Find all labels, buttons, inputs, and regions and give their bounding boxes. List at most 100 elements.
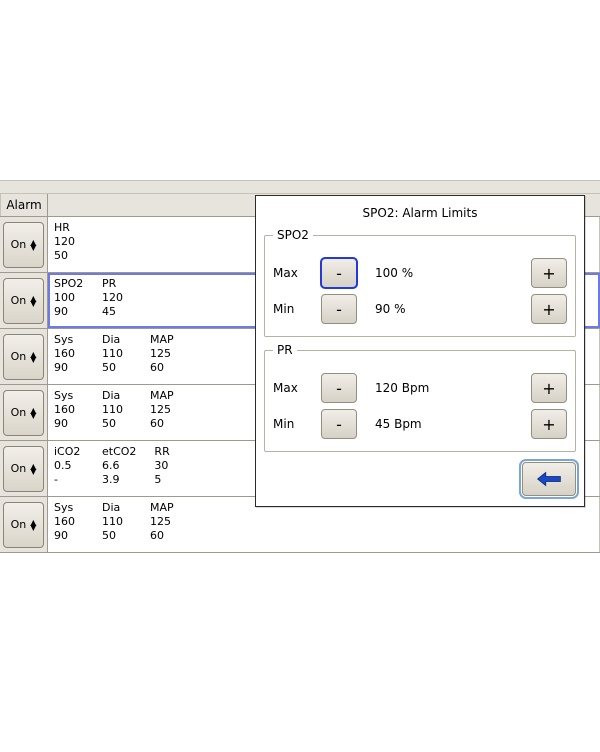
param-label: Sys [54,333,84,346]
limit-name: Max [273,381,309,395]
param-low: 90 [54,361,84,374]
alarm-on-label: On [11,238,27,251]
limit-group-legend: PR [273,343,297,357]
param-label: Dia [102,501,132,514]
value-column: Sys16090 [54,389,84,436]
increment-button[interactable]: + [531,294,567,324]
back-button[interactable] [522,462,576,496]
param-low: 50 [102,361,132,374]
limit-row: Min-90 % + [273,294,567,324]
limit-group: PRMax-120 Bpm+Min-45 Bpm+ [264,343,576,452]
value-column: MAP12560 [150,501,180,548]
decrement-button[interactable]: - [321,294,357,324]
param-high: 110 [102,403,132,416]
param-low: 45 [102,305,132,318]
alarm-on-label: On [11,350,27,363]
param-label: MAP [150,333,180,346]
param-high: 6.6 [102,459,136,472]
alarm-on-label: On [11,294,27,307]
value-column: Dia11050 [102,501,132,548]
increment-button[interactable]: + [531,409,567,439]
param-low: 60 [150,529,180,542]
decrement-button[interactable]: - [321,409,357,439]
spinner-icon: ▲▼ [30,240,36,250]
param-low: 60 [150,361,180,374]
arrow-left-icon [536,471,562,487]
value-column: Sys16090 [54,501,84,548]
param-low: 90 [54,305,84,318]
spinner-icon: ▲▼ [30,520,36,530]
alarm-on-label: On [11,406,27,419]
param-label: PR [102,277,132,290]
value-column: iCO20.5- [54,445,84,492]
param-label: Sys [54,501,84,514]
alarm-on-toggle[interactable]: On▲▼ [3,446,44,492]
param-low: - [54,473,84,486]
decrement-button[interactable]: - [321,258,357,288]
increment-button[interactable]: + [531,373,567,403]
param-label: Dia [102,333,132,346]
alarm-on-label: On [11,462,27,475]
param-high: 125 [150,515,180,528]
limit-value: 120 Bpm [369,381,519,395]
value-column: RR305 [154,445,184,492]
value-column: Dia11050 [102,389,132,436]
limit-value: 90 % [369,302,519,316]
header-alarm-label: Alarm [0,194,48,216]
limit-value: 45 Bpm [369,417,519,431]
value-column: Sys16090 [54,333,84,380]
value-column: Dia11050 [102,333,132,380]
param-label: MAP [150,501,180,514]
limit-name: Min [273,302,309,316]
spinner-icon: ▲▼ [30,296,36,306]
alarm-on-toggle[interactable]: On▲▼ [3,222,44,268]
value-column: SPO210090 [54,277,84,324]
alarm-cell: On▲▼ [0,441,48,496]
alarm-cell: On▲▼ [0,217,48,272]
param-high: 30 [154,459,184,472]
param-high: 160 [54,403,84,416]
param-label: SPO2 [54,277,84,290]
alarm-on-toggle[interactable]: On▲▼ [3,278,44,324]
param-low: 60 [150,417,180,430]
param-low: 50 [102,417,132,430]
increment-button[interactable]: + [531,258,567,288]
param-label: Dia [102,389,132,402]
param-label: Sys [54,389,84,402]
param-low: 5 [154,473,184,486]
alarm-cell: On▲▼ [0,497,48,552]
param-high: 125 [150,403,180,416]
param-high: 160 [54,515,84,528]
decrement-button[interactable]: - [321,373,357,403]
alarm-cell: On▲▼ [0,273,48,328]
param-high: 160 [54,347,84,360]
value-column: PR12045 [102,277,132,324]
param-label: RR [154,445,184,458]
value-column: etCO26.63.9 [102,445,136,492]
param-label: MAP [150,389,180,402]
alarm-on-toggle[interactable]: On▲▼ [3,502,44,548]
limit-group-legend: SPO2 [273,228,313,242]
param-high: 125 [150,347,180,360]
spinner-icon: ▲▼ [30,408,36,418]
param-high: 0.5 [54,459,84,472]
param-high: 120 [102,291,132,304]
param-label: HR [54,221,84,234]
alarm-on-toggle[interactable]: On▲▼ [3,334,44,380]
param-low: 50 [54,249,84,262]
param-low: 90 [54,529,84,542]
alarm-cell: On▲▼ [0,329,48,384]
param-high: 100 [54,291,84,304]
alarm-on-toggle[interactable]: On▲▼ [3,390,44,436]
spinner-icon: ▲▼ [30,352,36,362]
limit-value: 100 % [369,266,519,280]
limit-group: SPO2 Max-100 % + Min-90 % + [264,228,576,337]
param-low: 3.9 [102,473,136,486]
dialog-title: SPO2: Alarm Limits [264,202,576,228]
param-high: 110 [102,515,132,528]
param-high: 120 [54,235,84,248]
alarm-limits-dialog: SPO2: Alarm Limits SPO2Max-100 %+Min-90 … [255,195,585,507]
limit-row: Max-120 Bpm + [273,373,567,403]
limit-name: Max [273,266,309,280]
param-label: etCO2 [102,445,136,458]
